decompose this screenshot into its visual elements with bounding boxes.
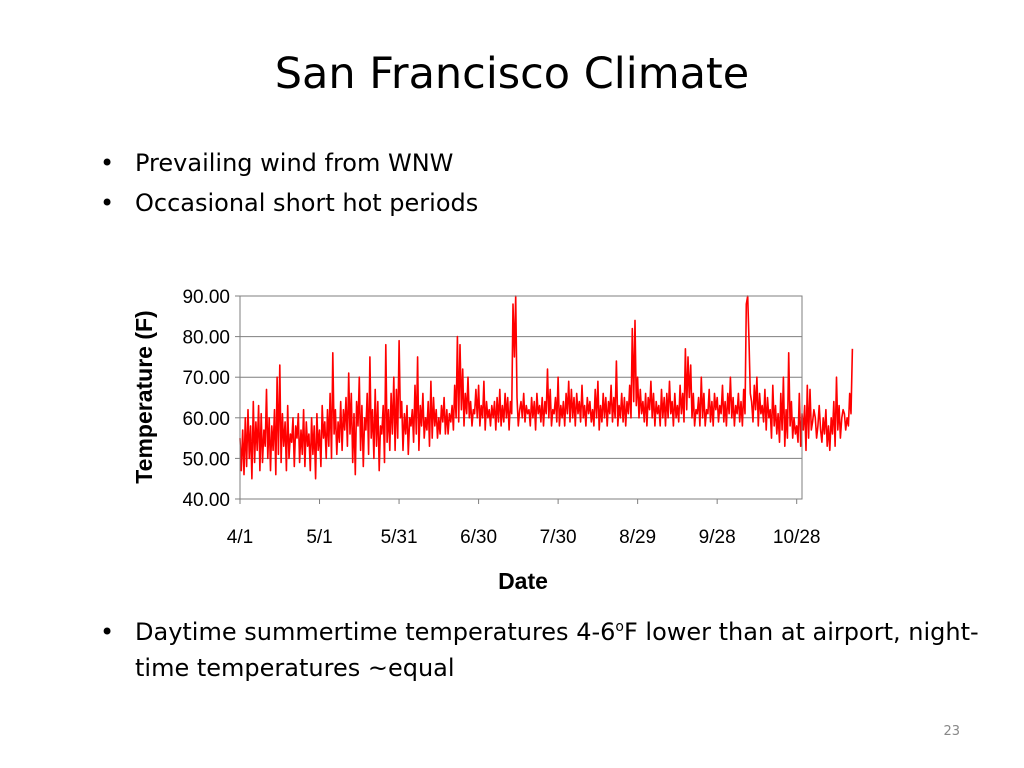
bullet-item: • Occasional short hot periods xyxy=(100,183,478,223)
y-axis-ticks: 40.00 50.00 60.00 70.00 80.00 90.00 xyxy=(182,287,240,511)
x-tick-label: 5/31 xyxy=(381,527,418,548)
y-tick-label: 70.00 xyxy=(182,368,230,389)
y-axis-title: Temperature (F) xyxy=(131,310,157,483)
bullet-text-part: F lower than at airport, night-time temp… xyxy=(135,618,979,682)
plot-area-border xyxy=(239,295,803,500)
y-tick-label: 40.00 xyxy=(182,490,230,511)
bullet-item: • Prevailing wind from WNW xyxy=(100,143,478,183)
bullet-list: • Prevailing wind from WNW • Occasional … xyxy=(100,143,478,223)
slide-title: San Francisco Climate xyxy=(274,49,750,99)
x-tick-label: 6/30 xyxy=(460,527,497,548)
bottom-bullet-list: • Daytime summertime temperatures 4-6oF … xyxy=(100,614,980,686)
y-tick-label: 50.00 xyxy=(182,449,230,470)
x-tick-label: 4/1 xyxy=(227,527,253,548)
x-tick-label: 9/28 xyxy=(699,527,736,548)
x-axis-title: Date xyxy=(498,568,548,594)
series-layer xyxy=(239,295,854,480)
bullet-text: Occasional short hot periods xyxy=(135,189,479,217)
bullet-text-part: Daytime summertime temperatures 4-6 xyxy=(135,618,616,646)
bullet-text: Prevailing wind from WNW xyxy=(135,149,454,177)
x-tick-label: 8/29 xyxy=(619,527,656,548)
x-axis-ticks: 4/1 5/1 5/31 6/30 7/30 8/29 9/28 10/28 xyxy=(227,499,821,548)
plot-frame xyxy=(239,295,803,500)
degree-superscript: o xyxy=(615,619,624,635)
temperature-series-line xyxy=(239,295,854,480)
gridlines xyxy=(240,295,802,500)
bullet-item: • Daytime summertime temperatures 4-6oF … xyxy=(100,614,980,686)
page-number: 23 xyxy=(943,724,960,739)
y-tick-label: 80.00 xyxy=(182,328,230,349)
bullet-icon: • xyxy=(100,189,115,217)
y-tick-label: 90.00 xyxy=(182,287,230,308)
bullet-icon: • xyxy=(100,149,115,177)
y-tick-label: 60.00 xyxy=(182,409,230,430)
x-tick-label: 5/1 xyxy=(306,527,332,548)
bullet-icon: • xyxy=(100,618,115,646)
x-tick-label: 7/30 xyxy=(540,527,577,548)
x-tick-label: 10/28 xyxy=(773,527,821,548)
